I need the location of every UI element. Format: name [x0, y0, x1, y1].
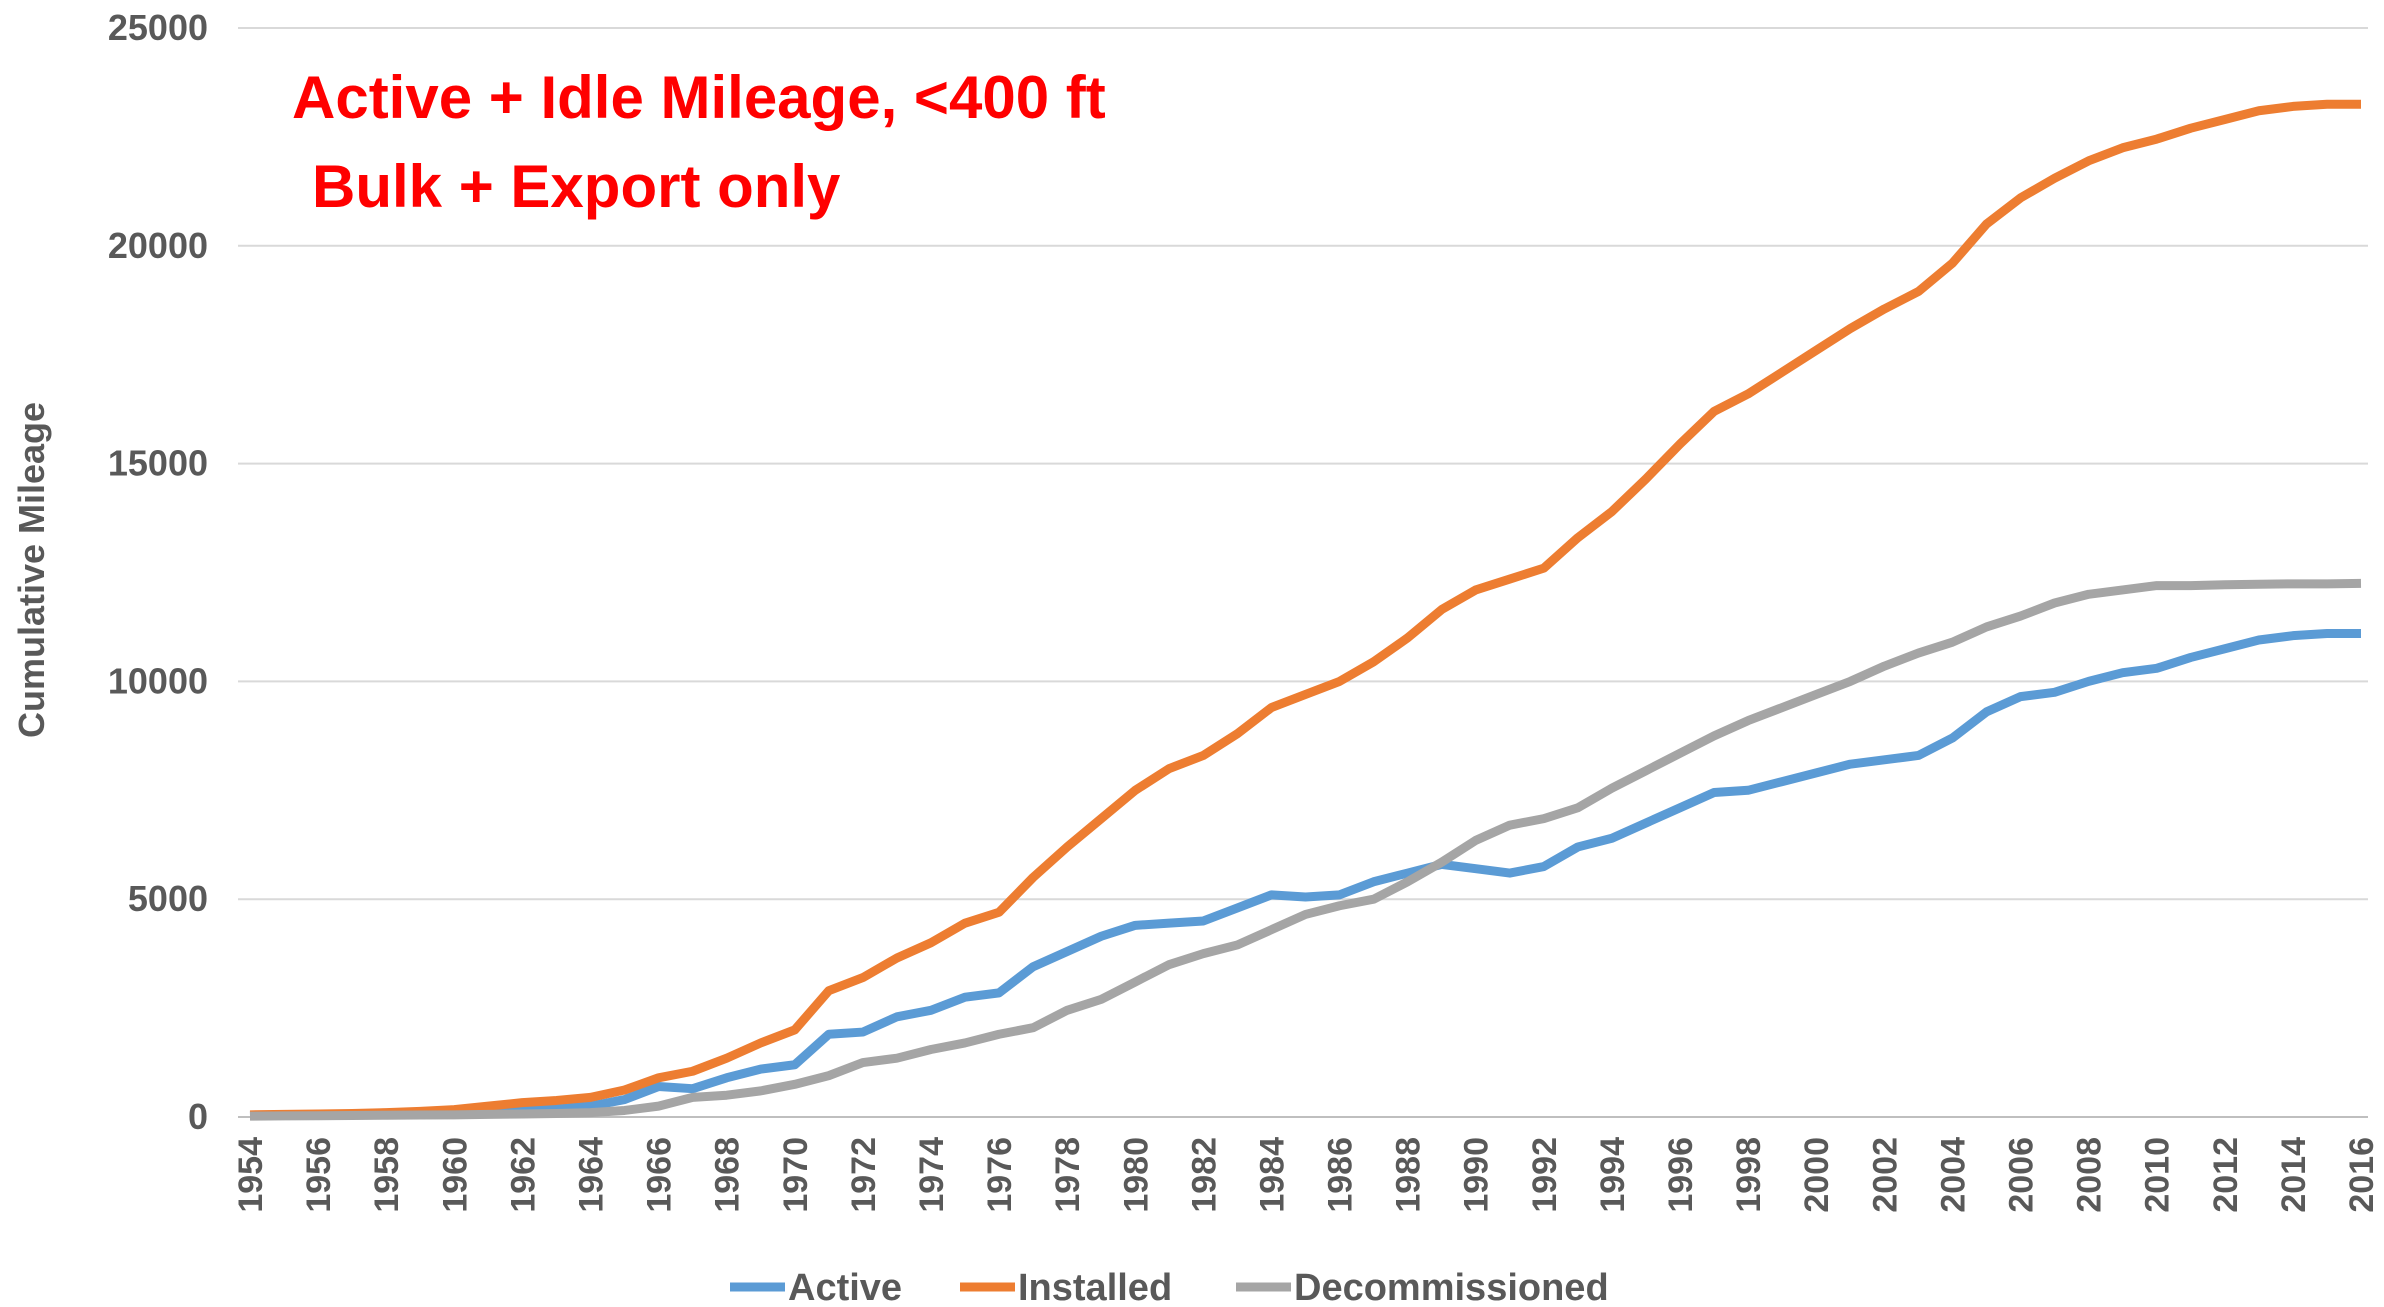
x-tick-label: 1956 [300, 1137, 338, 1213]
line [249, 578, 2362, 1121]
x-tick-label: 1984 [1253, 1137, 1291, 1213]
y-tick-label: 20000 [108, 225, 208, 266]
x-tick-label: 2006 [2003, 1137, 2041, 1213]
x-tick-label: 1960 [436, 1137, 474, 1213]
line [249, 99, 2361, 1120]
legend-label: Decommissioned [1294, 1267, 1609, 1307]
x-tick-label: 2010 [2139, 1137, 2177, 1213]
x-tick-label: 1974 [913, 1137, 951, 1213]
x-tick-label: 1976 [981, 1137, 1019, 1213]
x-tick-label: 1954 [232, 1137, 270, 1213]
x-tick-label: 2004 [1934, 1137, 1972, 1213]
x-tick-label: 1958 [368, 1137, 406, 1213]
x-tick-label: 1992 [1526, 1137, 1564, 1213]
x-tick-label: 1982 [1185, 1137, 1223, 1213]
x-tick-label: 1962 [504, 1137, 542, 1213]
y-axis-label: Cumulative Mileage [11, 402, 52, 738]
chart-subtitle: Bulk + Export only [312, 153, 841, 220]
y-tick-label: 15000 [108, 443, 208, 484]
y-tick-label: 5000 [128, 878, 208, 919]
x-tick-label: 2012 [2207, 1137, 2245, 1213]
x-tick-label: 1966 [641, 1137, 679, 1213]
chart-title: Active + Idle Mileage, <400 ft [292, 64, 1106, 131]
x-tick-label: 1990 [1458, 1137, 1496, 1213]
y-tick-label: 10000 [108, 660, 208, 701]
x-tick-label: 1978 [1049, 1137, 1087, 1213]
x-tick-label: 1994 [1594, 1137, 1632, 1213]
x-tick-label: 2014 [2275, 1137, 2313, 1213]
x-tick-label: 1972 [845, 1137, 883, 1213]
x-tick-label: 2016 [2343, 1137, 2381, 1213]
x-tick-label: 1968 [709, 1137, 747, 1213]
x-tick-label: 1988 [1390, 1137, 1428, 1213]
legend-label: Active [788, 1267, 902, 1307]
x-tick-label: 2002 [1866, 1137, 1904, 1213]
x-tick-label: 1964 [572, 1137, 610, 1213]
x-tick-label: 1980 [1117, 1137, 1155, 1213]
x-tick-label: 1986 [1322, 1137, 1360, 1213]
x-tick-label: 2008 [2071, 1137, 2109, 1213]
x-tick-label: 2000 [1798, 1137, 1836, 1213]
x-tick-label: 1998 [1730, 1137, 1768, 1213]
x-tick-label: 1996 [1662, 1137, 1700, 1213]
x-tick-label: 1970 [777, 1137, 815, 1213]
line [249, 628, 2361, 1121]
legend-label: Installed [1018, 1267, 1172, 1307]
y-tick-label: 0 [188, 1096, 208, 1137]
y-tick-label: 25000 [108, 7, 208, 48]
